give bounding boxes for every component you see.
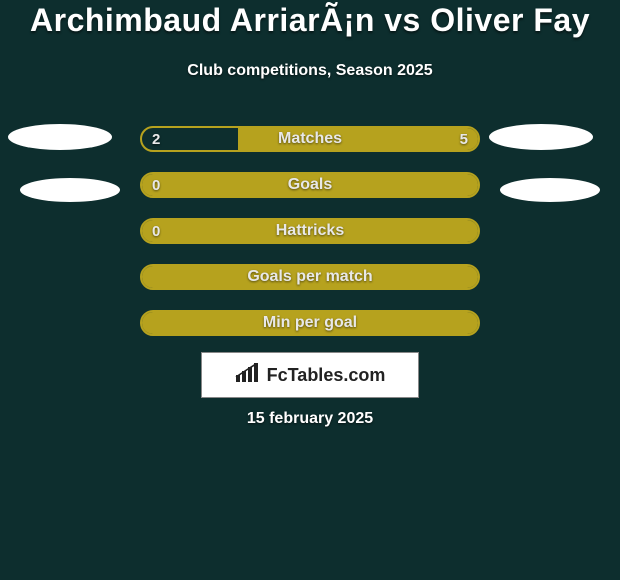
bar-chart-icon (235, 363, 261, 388)
page-title: Archimbaud ArriarÃ¡n vs Oliver Fay (0, 2, 620, 39)
team-badge-placeholder (20, 178, 120, 202)
page-subtitle: Club competitions, Season 2025 (0, 62, 620, 80)
stat-fill-right (142, 174, 478, 196)
stat-fill-right (238, 128, 478, 150)
comparison-infographic: Archimbaud ArriarÃ¡n vs Oliver Fay Club … (0, 0, 620, 580)
team-badge-placeholder (489, 124, 593, 150)
stat-row: Goals0 (140, 172, 480, 198)
date-line: 15 february 2025 (0, 410, 620, 428)
stat-fill-right (142, 220, 478, 242)
stat-fill-left (142, 128, 238, 150)
team-badge-placeholder (500, 178, 600, 202)
source-logo: FcTables.com (201, 352, 419, 398)
source-logo-text: FcTables.com (267, 365, 386, 386)
stat-fill-right (142, 312, 478, 334)
stat-row: Min per goal (140, 310, 480, 336)
stat-row: Hattricks0 (140, 218, 480, 244)
stat-row: Goals per match (140, 264, 480, 290)
team-badge-placeholder (8, 124, 112, 150)
stat-row: Matches25 (140, 126, 480, 152)
stat-fill-right (142, 266, 478, 288)
